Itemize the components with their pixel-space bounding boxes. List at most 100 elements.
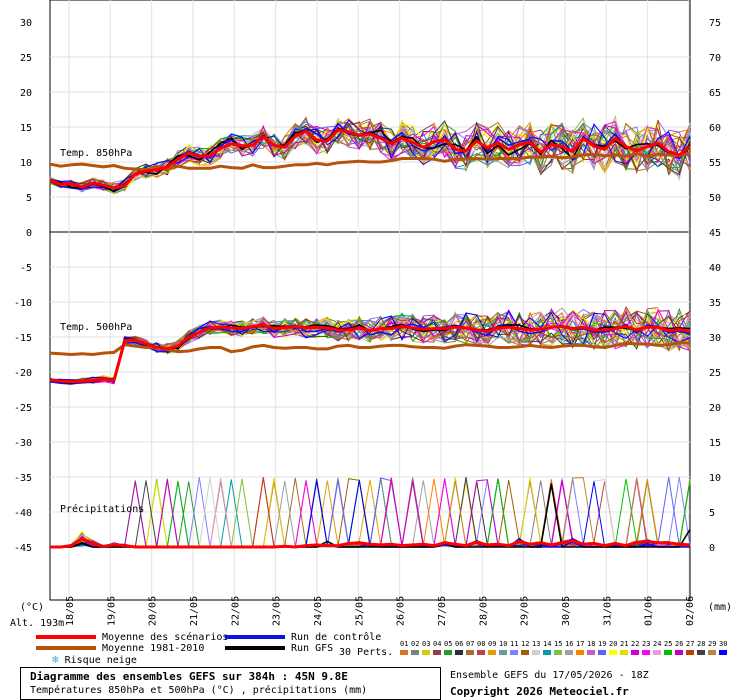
legend-mean-label: Moyenne des scénarios bbox=[102, 632, 229, 643]
series-t850-mean-line bbox=[49, 128, 691, 190]
right-tick-label: 60 bbox=[709, 123, 721, 134]
left-tick-label: -45 bbox=[14, 543, 32, 554]
left-tick-label: 15 bbox=[20, 123, 32, 134]
pert-swatch bbox=[433, 650, 441, 655]
pert-number: 07 bbox=[466, 640, 475, 648]
snowflake-icon: ❄ bbox=[52, 653, 59, 666]
pert-swatch bbox=[686, 650, 694, 655]
pert-swatch bbox=[521, 650, 529, 655]
pert-number: 01 bbox=[400, 640, 409, 648]
pert-swatch bbox=[620, 650, 628, 655]
pert-swatch bbox=[499, 650, 507, 655]
left-unit-label: (°C) bbox=[20, 602, 44, 613]
date-label: 25/05 bbox=[354, 596, 365, 626]
right-tick-label: 30 bbox=[709, 333, 721, 344]
left-tick-label: -15 bbox=[14, 333, 32, 344]
date-label: 23/05 bbox=[272, 596, 283, 626]
right-tick-label: 20 bbox=[709, 403, 721, 414]
date-label: 26/05 bbox=[396, 596, 407, 626]
member-t850-line bbox=[49, 118, 691, 195]
pert-swatch bbox=[631, 650, 639, 655]
left-tick-label: -40 bbox=[14, 508, 32, 519]
pert-number: 18 bbox=[587, 640, 596, 648]
left-tick-label: -20 bbox=[14, 368, 32, 379]
pert-swatch bbox=[532, 650, 540, 655]
pert-swatch bbox=[444, 650, 452, 655]
pert-swatch bbox=[598, 650, 606, 655]
section-label-t500: Temp. 500hPa bbox=[60, 322, 132, 333]
legend-clim: Moyenne 1981-2010 bbox=[36, 643, 204, 654]
pert-number: 29 bbox=[708, 640, 717, 648]
right-tick-label: 45 bbox=[709, 228, 721, 239]
left-tick-label: -30 bbox=[14, 438, 32, 449]
pert-number: 20 bbox=[609, 640, 618, 648]
pert-number: 16 bbox=[565, 640, 574, 648]
date-label: 30/05 bbox=[561, 596, 572, 626]
right-tick-label: 35 bbox=[709, 298, 721, 309]
date-label: 01/06 bbox=[644, 596, 655, 626]
date-label: 21/05 bbox=[189, 596, 200, 626]
pert-swatch bbox=[708, 650, 716, 655]
pert-swatch bbox=[411, 650, 419, 655]
pert-number: 03 bbox=[422, 640, 431, 648]
legend-clim-swatch bbox=[36, 646, 96, 650]
date-label: 24/05 bbox=[313, 596, 324, 626]
pert-swatch bbox=[675, 650, 683, 655]
pert-number: 02 bbox=[411, 640, 420, 648]
pert-number: 26 bbox=[675, 640, 684, 648]
lower-panel-frame bbox=[49, 231, 691, 601]
pert-swatch bbox=[422, 650, 430, 655]
right-tick-label: 15 bbox=[709, 438, 721, 449]
pert-number: 05 bbox=[444, 640, 453, 648]
pert-number: 09 bbox=[488, 640, 497, 648]
pert-swatch bbox=[697, 650, 705, 655]
main-series bbox=[49, 122, 691, 549]
left-tick-label: -25 bbox=[14, 403, 32, 414]
pert-swatch bbox=[653, 650, 661, 655]
right-tick-label: 40 bbox=[709, 263, 721, 274]
pert-swatch bbox=[477, 650, 485, 655]
chart-labels: Temp. 850hPa Temp. 500hPa Précipitations bbox=[60, 148, 144, 515]
footer-box: Diagramme des ensembles GEFS sur 384h : … bbox=[20, 667, 441, 700]
pert-swatch bbox=[400, 650, 408, 655]
right-tick-label: 25 bbox=[709, 368, 721, 379]
legend-snow-label: Risque neige bbox=[64, 655, 137, 666]
pert-number: 11 bbox=[510, 640, 519, 648]
copyright: Copyright 2026 Meteociel.fr bbox=[450, 685, 629, 698]
series-t850-clim-line bbox=[49, 151, 691, 172]
pert-swatch bbox=[587, 650, 595, 655]
date-label: 20/05 bbox=[148, 596, 159, 626]
legend-mean: Moyenne des scénarios bbox=[36, 632, 228, 643]
right-tick-label: 5 bbox=[709, 508, 715, 519]
series-t500-mean-line bbox=[49, 323, 691, 384]
date-label: 22/05 bbox=[230, 596, 241, 626]
date-label: 28/05 bbox=[478, 596, 489, 626]
left-tick-label: 30 bbox=[20, 18, 32, 29]
right-tick-label: 75 bbox=[709, 18, 721, 29]
legend-clim-label: Moyenne 1981-2010 bbox=[102, 643, 205, 654]
right-tick-label: 55 bbox=[709, 158, 721, 169]
footer-title: Diagramme des ensembles GEFS sur 384h : … bbox=[30, 670, 348, 683]
pert-number: 17 bbox=[576, 640, 585, 648]
pert-swatch bbox=[554, 650, 562, 655]
pert-number: 22 bbox=[631, 640, 640, 648]
pert-number: 12 bbox=[521, 640, 530, 648]
pert-swatch bbox=[466, 650, 474, 655]
pert-swatch bbox=[543, 650, 551, 655]
pert-number: 19 bbox=[598, 640, 607, 648]
pert-number: 27 bbox=[686, 640, 695, 648]
pert-number: 21 bbox=[620, 640, 629, 648]
left-tick-label: 5 bbox=[26, 193, 32, 204]
pert-swatch bbox=[664, 650, 672, 655]
pert-number: 13 bbox=[532, 640, 541, 648]
left-tick-label: 0 bbox=[26, 228, 32, 239]
legend-gfs-label: Run GFS bbox=[291, 643, 334, 654]
date-label: 29/05 bbox=[520, 596, 531, 626]
series-precip-mean-line bbox=[50, 537, 691, 549]
legend-gfs: Run GFS bbox=[225, 643, 333, 654]
left-tick-label: -35 bbox=[14, 473, 32, 484]
left-tick-label: 25 bbox=[20, 53, 32, 64]
altitude-label: Alt. 193m bbox=[10, 618, 64, 629]
legend-snow: ❄ Risque neige bbox=[30, 654, 137, 666]
